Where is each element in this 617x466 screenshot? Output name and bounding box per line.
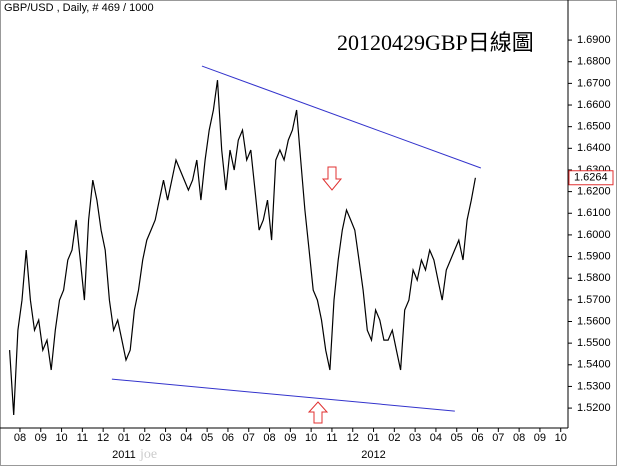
chart-title: GBP/USD , Daily, # 469 / 1000 — [4, 2, 154, 14]
x-tick-label: 09 — [534, 432, 546, 444]
up-arrow — [307, 401, 329, 424]
y-tick-label: 1.5500 — [577, 337, 611, 349]
y-tick-label: 1.5700 — [577, 294, 611, 306]
y-tick-label: 1.6200 — [577, 186, 611, 198]
x-tick-label: 09 — [284, 432, 296, 444]
x-tick-label: 06 — [222, 432, 234, 444]
x-tick-label: 09 — [35, 432, 47, 444]
y-tick-label: 1.6500 — [577, 121, 611, 133]
trendline — [111, 378, 455, 412]
y-tick-label: 1.6800 — [577, 56, 611, 68]
x-tick-label: 06 — [471, 432, 483, 444]
y-tick-label: 1.6600 — [577, 99, 611, 111]
x-tick-label: 12 — [347, 432, 359, 444]
down-arrow — [321, 166, 343, 191]
x-tick-label: 11 — [77, 432, 88, 444]
last-price-box — [568, 170, 614, 186]
annotation: 20120429GBP日線圖 — [337, 30, 534, 55]
x-tick-label: 01 — [118, 432, 130, 444]
x-tick-label: 11 — [326, 432, 337, 444]
x-tick-label: 03 — [159, 432, 171, 444]
price-line — [9, 80, 476, 416]
year-label: 2011 — [112, 449, 136, 461]
x-tick-label: 01 — [367, 432, 379, 444]
x-tick-label: 10 — [305, 432, 317, 444]
x-tick-label: 08 — [513, 432, 525, 444]
y-tick-label: 1.5400 — [577, 359, 611, 371]
x-tick-label: 08 — [263, 432, 275, 444]
x-tick-label: 08 — [14, 432, 26, 444]
y-tick-label: 1.5900 — [577, 250, 611, 262]
last-price-label: 1.6264 — [574, 172, 608, 184]
x-tick-label: 04 — [430, 432, 442, 444]
x-tick-label: 10 — [55, 432, 67, 444]
y-tick-label: 1.5200 — [577, 402, 611, 414]
y-tick-label: 1.5800 — [577, 272, 611, 284]
x-tick-label: 07 — [492, 432, 504, 444]
y-tick-label: 1.6400 — [577, 142, 611, 154]
x-tick-label: 05 — [201, 432, 213, 444]
x-tick-label: 03 — [409, 432, 421, 444]
x-tick-label: 12 — [97, 432, 109, 444]
y-tick-label: 1.6900 — [577, 34, 611, 46]
x-tick-label: 05 — [451, 432, 463, 444]
x-tick-label: 10 — [555, 432, 567, 444]
x-tick-label: 07 — [243, 432, 255, 444]
trendline — [201, 65, 482, 169]
y-tick-label: 1.6700 — [577, 77, 611, 89]
x-tick-label: 02 — [388, 432, 400, 444]
watermark: joe — [139, 447, 157, 462]
y-tick-label: 1.5300 — [577, 380, 611, 392]
y-tick-label: 1.6000 — [577, 229, 611, 241]
x-tick-label: 04 — [180, 432, 192, 444]
y-tick-label: 1.6100 — [577, 207, 611, 219]
year-label: 2012 — [361, 449, 385, 461]
y-tick-label: 1.5600 — [577, 315, 611, 327]
x-tick-label: 02 — [139, 432, 151, 444]
